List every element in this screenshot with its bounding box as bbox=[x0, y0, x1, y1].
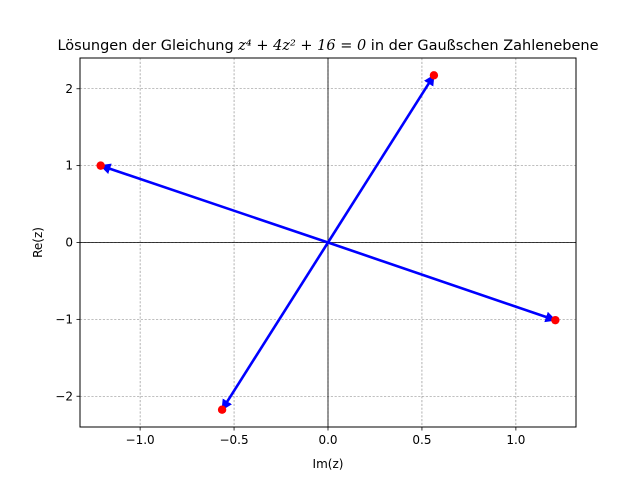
x-tick-label: 0.0 bbox=[318, 433, 337, 447]
chart-title-prefix: Lösungen der Gleichung bbox=[57, 38, 238, 54]
chart-title-suffix: in der Gaußschen Zahlenebene bbox=[366, 38, 598, 54]
x-tick-label: 1.0 bbox=[506, 433, 525, 447]
solution-point bbox=[429, 71, 439, 80]
solution-arrow bbox=[327, 241, 557, 323]
solution-arrow bbox=[220, 241, 330, 411]
x-axis-ticks: −1.0 −0.5 0.0 0.5 1.0 bbox=[126, 427, 525, 447]
y-tick-label: −1 bbox=[55, 312, 73, 326]
y-axis-label: Re(z) bbox=[31, 227, 45, 258]
y-tick-label: 2 bbox=[65, 82, 73, 96]
y-tick-label: 0 bbox=[65, 236, 73, 250]
x-tick-label: −0.5 bbox=[219, 433, 248, 447]
x-tick-label: −1.0 bbox=[126, 433, 155, 447]
solution-point bbox=[217, 405, 227, 414]
chart-title-equation: z⁴ + 4z² + 16 = 0 bbox=[237, 38, 366, 54]
arrows bbox=[99, 74, 557, 411]
x-tick-label: 0.5 bbox=[412, 433, 431, 447]
x-axis-label: Im(z) bbox=[313, 457, 344, 471]
y-axis-ticks: −2 −1 0 1 2 bbox=[55, 82, 80, 403]
solution-point bbox=[96, 161, 105, 170]
y-tick-label: −2 bbox=[55, 389, 73, 403]
solution-point bbox=[551, 315, 560, 325]
points bbox=[96, 71, 560, 414]
chart-title: Lösungen der Gleichung z⁴ + 4z² + 16 = 0… bbox=[57, 38, 598, 54]
solution-arrow bbox=[326, 74, 436, 244]
y-tick-label: 1 bbox=[65, 159, 73, 173]
solution-arrow bbox=[99, 163, 329, 244]
